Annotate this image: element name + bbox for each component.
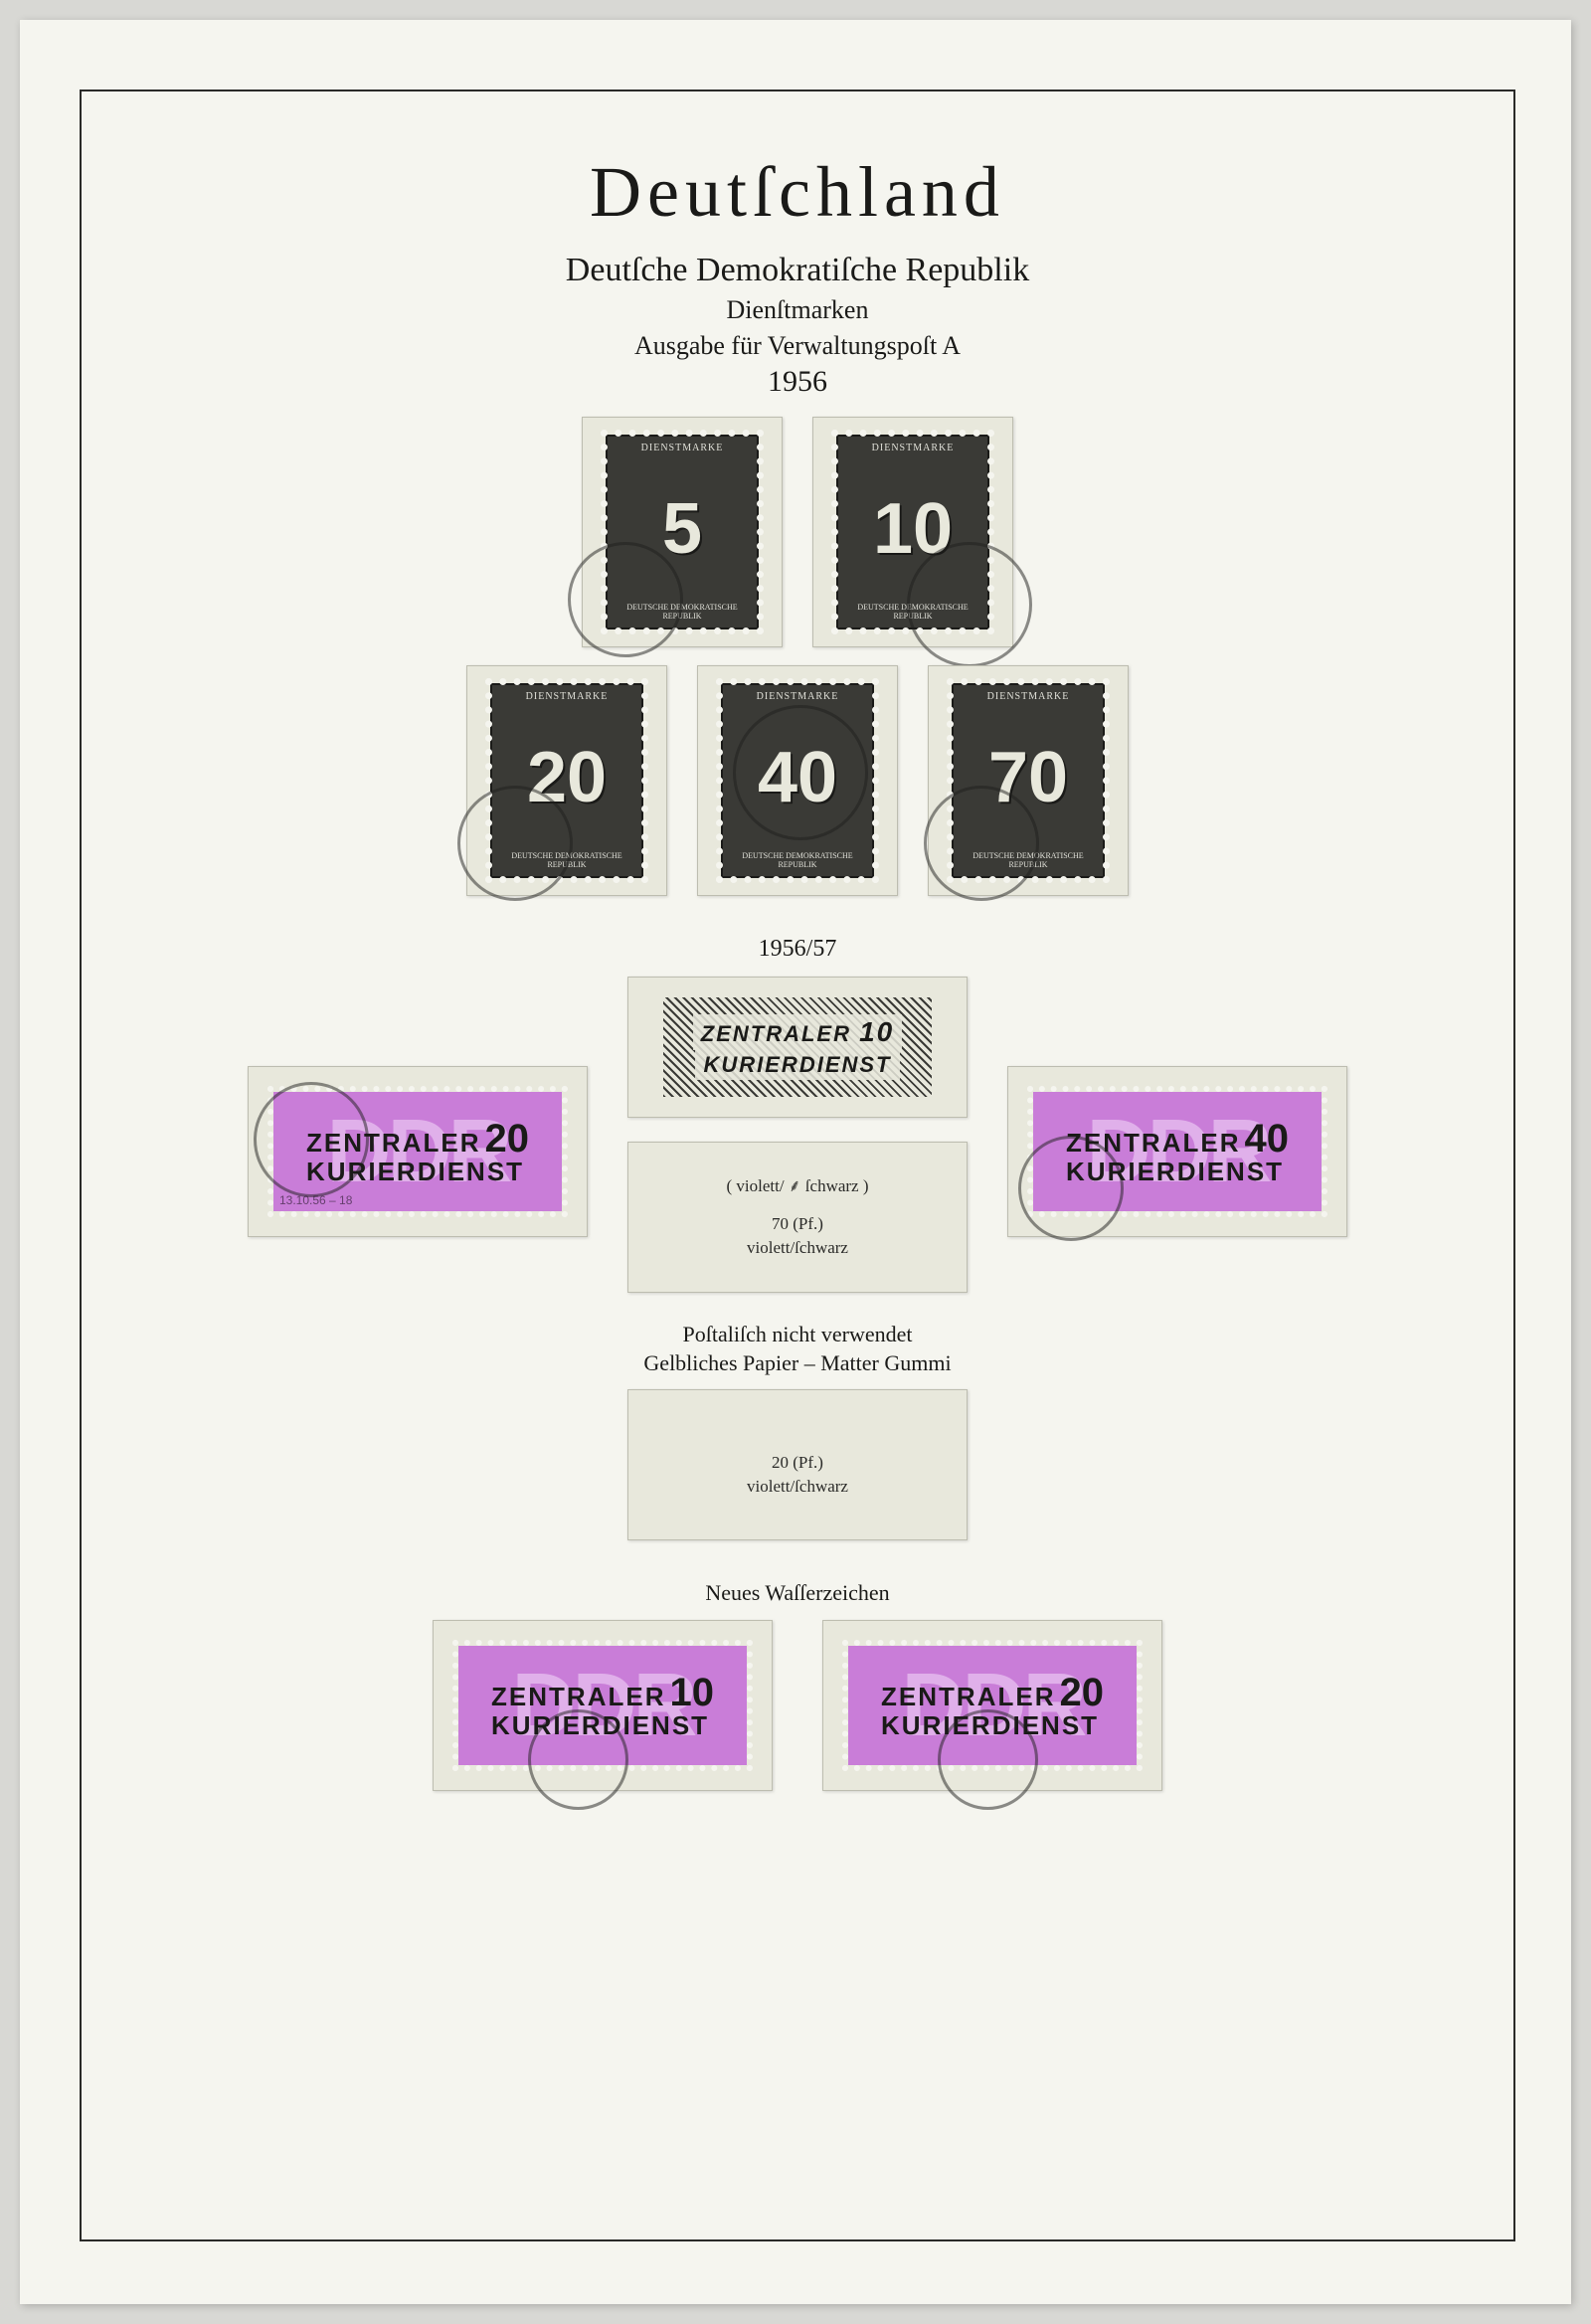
stamp-top-label: DIENSTMARKE [987,691,1070,702]
placeholder-symbol: ( violett/ ⸙ ſchwarz ) [726,1174,868,1198]
kurier-stamp-40: DDR ZENTRALER40 KURIERDIENST [1033,1092,1322,1211]
stamp-value: 10 [873,493,953,565]
stamp-bottom-label: DEUTSCHE DEMOKRATISCHE REPUBLIK [838,604,987,622]
year-1956: 1956 [82,365,1513,399]
stamp-mount: DDR ZENTRALER20 KURIERDIENST 13.10.56 – … [248,1066,588,1237]
stamp-row-2: DIENSTMARKE 20 DEUTSCHE DEMOKRATISCHE RE… [82,665,1513,896]
kurier-value: 10 [669,1671,714,1714]
cancel-date: 13.10.56 – 18 [279,1193,352,1207]
stamp-bottom-label: DEUTSCHE DEMOKRATISCHE REPUBLIK [723,852,872,870]
stamp-bottom-label: DEUTSCHE DEMOKRATISCHE REPUBLIK [954,852,1103,870]
stamp-value: 70 [988,742,1068,813]
stamp-mount: DDR ZENTRALER10 KURIERDIENST [433,1620,773,1791]
kurier-line2: KURIERDIENST [491,1712,714,1738]
kurier-line2: KURIERDIENST [881,1712,1104,1738]
placeholder-image-10: ZENTRALER 10 KURIERDIENST [663,997,932,1097]
year-1956-57: 1956/57 [82,936,1513,963]
watermark-label: Neues Waſſerzeichen [82,1580,1513,1606]
kurier-value: 40 [1244,1117,1289,1161]
placeholder-desc: violett/ſchwarz [747,1475,848,1499]
stamp-top-label: DIENSTMARKE [757,691,839,702]
stamp-10: DIENSTMARKE 10 DEUTSCHE DEMOKRATISCHE RE… [836,435,989,629]
kurier-section: DDR ZENTRALER20 KURIERDIENST 13.10.56 – … [82,977,1513,1293]
placeholder-desc: violett/ſchwarz [726,1236,868,1260]
issue-line: Ausgabe für Verwaltungspoſt A [82,331,1513,361]
page-frame: Deutſchland Deutſche Demokratiſche Repub… [80,89,1515,2241]
subtitle: Deutſche Demokratiſche Republik [82,252,1513,289]
stamp-top-label: DIENSTMARKE [641,443,724,453]
placeholder-mount-20: 20 (Pf.) violett/ſchwarz [627,1389,968,1540]
note-line1: Poſtaliſch nicht verwendet [82,1321,1513,1349]
kurier-line2: KURIERDIENST [1066,1159,1289,1184]
category: Dienſtmarken [82,295,1513,325]
kurier-line2: KURIERDIENST [306,1159,529,1184]
stamp-20: DIENSTMARKE 20 DEUTSCHE DEMOKRATISCHE RE… [490,683,643,878]
stamp-mount: DIENSTMARKE 20 DEUTSCHE DEMOKRATISCHE RE… [466,665,667,896]
stamp-5: DIENSTMARKE 5 DEUTSCHE DEMOKRATISCHE REP… [606,435,759,629]
kurier-value: 20 [484,1117,529,1161]
stamp-value: 20 [527,742,607,813]
stamp-mount: DDR ZENTRALER40 KURIERDIENST [1007,1066,1347,1237]
stamp-mount: DIENSTMARKE 70 DEUTSCHE DEMOKRATISCHE RE… [928,665,1129,896]
stamp-row-4: DDR ZENTRALER10 KURIERDIENST DDR ZENTRAL… [82,1620,1513,1791]
kurier-line1: ZENTRALER [491,1682,665,1711]
stamp-70: DIENSTMARKE 70 DEUTSCHE DEMOKRATISCHE RE… [952,683,1105,878]
stamp-bottom-label: DEUTSCHE DEMOKRATISCHE REPUBLIK [492,852,641,870]
page-title: Deutſchland [82,151,1513,234]
stamp-top-label: DIENSTMARKE [872,443,955,453]
kurier-line1: ZENTRALER [1066,1128,1240,1158]
header: Deutſchland Deutſche Demokratiſche Repub… [82,151,1513,399]
stamp-mount: DIENSTMARKE 5 DEUTSCHE DEMOKRATISCHE REP… [582,417,783,647]
stamp-mount: DIENSTMARKE 40 DEUTSCHE DEMOKRATISCHE RE… [697,665,898,896]
stamp-value: 5 [662,493,702,565]
stamp-top-label: DIENSTMARKE [526,691,609,702]
kurier-line1: ZENTRALER [881,1682,1055,1711]
kurier-stamp-20-wmk: DDR ZENTRALER20 KURIERDIENST [848,1646,1137,1765]
stamp-40: DIENSTMARKE 40 DEUTSCHE DEMOKRATISCHE RE… [721,683,874,878]
placeholder-value: 70 (Pf.) [726,1212,868,1236]
stamp-row-1: DIENSTMARKE 5 DEUTSCHE DEMOKRATISCHE REP… [82,417,1513,647]
note-unused: Poſtaliſch nicht verwendet Gelbliches Pa… [82,1321,1513,1377]
placeholder-mount-70: ( violett/ ⸙ ſchwarz ) 70 (Pf.) violett/… [627,1142,968,1293]
stamp-value: 40 [758,742,837,813]
note-line2: Gelbliches Papier – Matter Gummi [82,1349,1513,1378]
kurier-stamp-10-wmk: DDR ZENTRALER10 KURIERDIENST [458,1646,747,1765]
placeholder-mount: ZENTRALER 10 KURIERDIENST [627,977,968,1118]
placeholder-row-3: 20 (Pf.) violett/ſchwarz [82,1389,1513,1540]
stamp-bottom-label: DEUTSCHE DEMOKRATISCHE REPUBLIK [608,604,757,622]
placeholder-value: 20 (Pf.) [747,1451,848,1475]
kurier-line1: ZENTRALER [306,1128,480,1158]
kurier-value: 20 [1059,1671,1104,1714]
kurier-stamp-20: DDR ZENTRALER20 KURIERDIENST 13.10.56 – … [273,1092,562,1211]
album-page: Deutſchland Deutſche Demokratiſche Repub… [20,20,1571,2304]
stamp-mount: DIENSTMARKE 10 DEUTSCHE DEMOKRATISCHE RE… [812,417,1013,647]
stamp-mount: DDR ZENTRALER20 KURIERDIENST [822,1620,1162,1791]
